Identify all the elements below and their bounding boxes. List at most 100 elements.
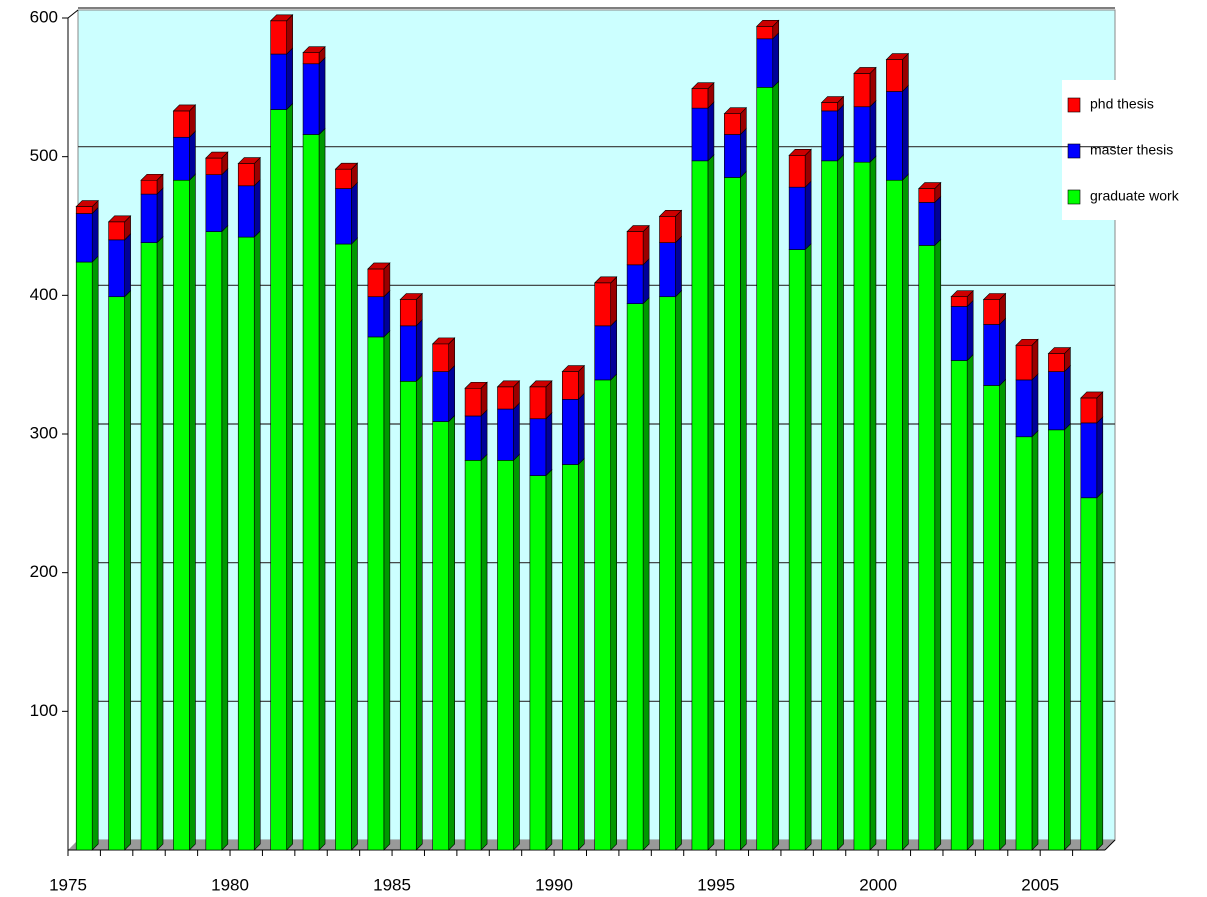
bar-segment: [950, 296, 968, 307]
bar-side: [610, 276, 618, 327]
bar-side: [351, 181, 358, 245]
bar-segment: [75, 261, 93, 851]
x-tick-label: 2005: [1021, 875, 1059, 894]
bar-segment: [205, 157, 223, 175]
bar-side: [1031, 430, 1039, 851]
bar-segment: [950, 306, 968, 361]
bar-top: [529, 380, 553, 388]
bar-side: [318, 57, 326, 136]
bar-segment: [626, 264, 644, 304]
bar-side: [221, 167, 229, 233]
bar-segment: [1080, 497, 1098, 851]
legend-label: graduate work: [1090, 188, 1180, 204]
bar-side: [91, 206, 99, 263]
bar-side: [740, 170, 747, 851]
bar-segment: [659, 215, 676, 243]
bar-segment: [788, 154, 806, 188]
bar-side: [1031, 373, 1039, 438]
bar-segment: [659, 296, 676, 851]
bar-side: [902, 84, 909, 181]
bar-segment: [691, 160, 709, 851]
bar-segment: [108, 221, 125, 241]
bar-segment: [237, 185, 255, 238]
bar-segment: [205, 231, 223, 851]
bar-segment: [561, 464, 579, 851]
axis-edge: [67, 9, 79, 19]
legend-label: master thesis: [1090, 142, 1173, 158]
legend-label: phd thesis: [1090, 96, 1154, 112]
bar-side: [642, 258, 650, 305]
bar-side: [642, 224, 650, 266]
bar-segment: [464, 460, 482, 851]
x-tick-label: 2000: [859, 875, 897, 894]
bar-top: [853, 67, 877, 74]
bar-segment: [237, 163, 255, 187]
bar-segment: [724, 177, 741, 851]
bar-side: [189, 130, 196, 181]
bar-segment: [140, 193, 158, 243]
bar-segment: [335, 243, 352, 851]
bar-segment: [594, 282, 612, 327]
bar-top: [593, 276, 618, 284]
bar-top: [237, 157, 261, 164]
bar-side: [383, 289, 391, 338]
bar-top: [1047, 347, 1072, 354]
bar-side: [869, 100, 877, 163]
bar-top: [756, 20, 780, 27]
bar-segment: [367, 336, 385, 851]
bar-segment: [432, 371, 449, 422]
bar-segment: [464, 415, 482, 461]
bar-segment: [399, 381, 417, 851]
bar-side: [934, 238, 942, 851]
bar-side: [999, 317, 1006, 387]
bar-side: [902, 52, 909, 93]
y-tick-label: 100: [30, 701, 58, 720]
bar-segment: [270, 53, 287, 110]
bar-side: [1064, 423, 1071, 851]
bar-segment: [659, 242, 676, 298]
bar-side: [286, 47, 293, 111]
bar-side: [902, 173, 909, 851]
x-tick-label: 1995: [697, 875, 735, 894]
bar-segment: [1015, 379, 1033, 438]
bar-segment: [335, 188, 352, 245]
bar-segment: [853, 161, 871, 851]
bar-side: [966, 299, 974, 362]
bar-segment: [821, 102, 838, 112]
bar-segment: [173, 110, 190, 138]
bar-segment: [853, 106, 871, 163]
bar-top: [75, 200, 99, 207]
bar-side: [383, 330, 391, 851]
bar-top: [464, 381, 488, 389]
bar-segment: [594, 379, 612, 851]
bar-side: [610, 373, 618, 851]
bar-segment: [853, 73, 871, 108]
bar-side: [869, 155, 877, 851]
bar-top: [723, 107, 748, 114]
bar-segment: [886, 59, 903, 92]
bar-segment: [1048, 371, 1065, 431]
bar-segment: [529, 386, 547, 420]
bar-top: [950, 290, 974, 298]
bar-side: [124, 233, 131, 298]
x-tick-label: 1990: [535, 875, 573, 894]
bar-top: [367, 262, 391, 270]
bar-segment: [561, 371, 579, 400]
bar-side: [545, 380, 553, 420]
bar-top: [172, 104, 197, 112]
bar-side: [513, 402, 520, 462]
bar-segment: [140, 242, 158, 851]
bar-side: [934, 195, 942, 247]
bar-side: [837, 104, 844, 162]
bar-top: [140, 173, 164, 181]
bar-segment: [335, 168, 352, 189]
bar-top: [107, 215, 132, 223]
bar-side: [545, 468, 553, 851]
bar-top: [982, 293, 1007, 300]
bar-side: [577, 457, 585, 851]
bar-segment: [821, 160, 838, 851]
bar-segment: [367, 296, 385, 338]
bar-segment: [108, 239, 125, 298]
bar-top: [496, 380, 521, 388]
bar-side: [577, 392, 585, 466]
